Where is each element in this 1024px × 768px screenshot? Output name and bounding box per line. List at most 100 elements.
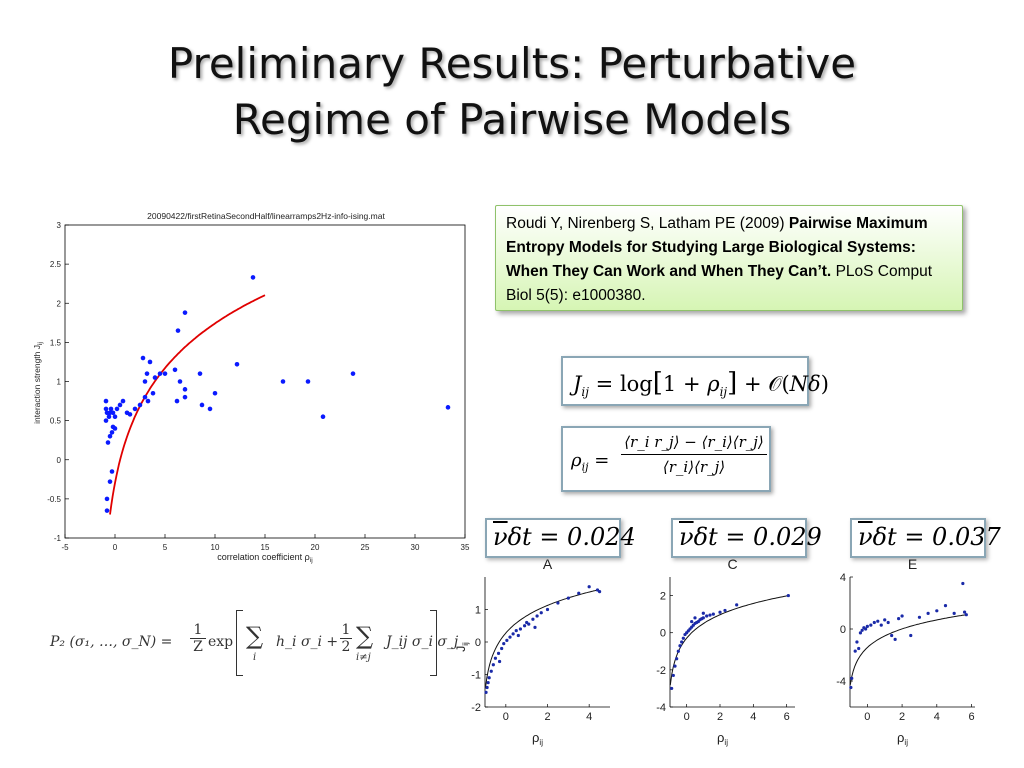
y-tick-label: -1	[471, 670, 481, 682]
y-axis-label: interaction strength Jij	[32, 342, 44, 424]
y-tick-label: 3	[57, 221, 62, 230]
data-point	[508, 635, 512, 639]
y-tick-label: 0	[475, 637, 481, 649]
data-point	[107, 433, 113, 439]
x-tick-label: 0	[684, 711, 690, 723]
data-point	[485, 685, 489, 690]
nu-dt-A: νδt = 0.024	[485, 518, 636, 558]
data-point	[876, 619, 880, 623]
data-point	[199, 402, 205, 408]
data-point	[140, 355, 146, 361]
data-point	[670, 686, 674, 691]
data-point	[864, 627, 868, 631]
y-tick-label: 1.5	[50, 338, 62, 347]
data-point	[539, 611, 543, 615]
data-point	[518, 627, 523, 631]
data-point	[496, 651, 501, 655]
panel-label: A	[543, 556, 553, 572]
data-point	[926, 611, 930, 615]
data-point	[909, 633, 913, 638]
data-point	[103, 418, 109, 423]
x-tick-label: 4	[750, 711, 756, 723]
data-point	[486, 681, 490, 685]
y-tick-label: 0.5	[50, 417, 62, 426]
x-tick-label: 20	[311, 543, 320, 552]
y-tick-label: -4	[836, 676, 846, 688]
data-point	[952, 611, 956, 615]
data-point	[497, 659, 502, 664]
correlation-equation: ρij = ⟨r_i r_j⟩ − ⟨r_i⟩⟨r_j⟩ ⟨r_i⟩⟨r_j⟩	[561, 426, 771, 492]
data-point	[103, 398, 109, 404]
data-point	[701, 611, 705, 615]
data-point	[212, 390, 218, 396]
data-point	[786, 593, 790, 598]
y-tick-label: 2	[57, 299, 62, 308]
fit-curve	[484, 589, 599, 689]
data-point	[144, 371, 150, 376]
data-point	[525, 620, 529, 625]
data-point	[117, 402, 123, 408]
data-point	[112, 414, 118, 420]
x-tick-label: 25	[361, 543, 370, 552]
y-tick-label: 0	[660, 628, 666, 640]
data-point	[943, 604, 948, 608]
correlation-denominator: ⟨r_i⟩⟨r_j⟩	[662, 458, 726, 476]
data-point	[112, 426, 118, 431]
y-tick-label: 1	[57, 378, 62, 387]
data-point	[853, 649, 857, 653]
data-point	[197, 371, 203, 376]
data-point	[489, 669, 493, 673]
data-point	[857, 646, 861, 651]
data-point	[869, 623, 873, 627]
x-tick-label: 2	[899, 711, 905, 723]
x-tick-label: 4	[586, 711, 592, 723]
data-point	[157, 371, 163, 376]
data-point	[142, 379, 148, 384]
x-axis-label: ρij	[532, 730, 543, 747]
data-point	[108, 406, 114, 412]
data-point	[893, 637, 897, 641]
data-point	[962, 610, 967, 614]
y-tick-label: 2	[660, 591, 666, 603]
data-point	[182, 387, 188, 392]
data-point	[556, 601, 560, 605]
data-point	[445, 405, 451, 410]
panel-label: C	[727, 556, 737, 572]
y-tick-label: 2.5	[50, 260, 62, 269]
x-tick-label: -5	[61, 543, 69, 552]
data-point	[174, 398, 180, 404]
data-point	[671, 673, 675, 678]
data-point	[137, 402, 143, 408]
x-tick-label: 4	[934, 711, 940, 723]
data-point	[566, 596, 570, 600]
data-point	[175, 328, 181, 333]
data-point	[320, 414, 326, 420]
x-tick-label: 35	[461, 543, 470, 552]
data-point	[705, 614, 709, 618]
coupling-equation: Jij = log[1 + ρij] + 𝒪(Nδ)	[561, 356, 829, 406]
data-point	[680, 640, 684, 644]
data-point	[676, 649, 680, 653]
x-tick-label: 0	[864, 711, 870, 723]
x-tick-label: 15	[261, 543, 270, 552]
data-point	[900, 614, 904, 618]
data-point	[500, 646, 504, 651]
data-point	[487, 676, 491, 680]
main-scatter-chart: 20090422/firstRetinaSecondHalf/linearram…	[32, 211, 470, 564]
data-point	[587, 585, 591, 589]
x-tick-label: 6	[968, 711, 974, 723]
data-point	[105, 440, 111, 445]
data-point	[511, 632, 515, 636]
data-point	[484, 690, 488, 694]
data-point	[577, 591, 581, 595]
data-point	[182, 394, 188, 400]
y-tick-label: -2	[471, 702, 481, 714]
nu-dt-C: νδt = 0.029	[671, 518, 822, 558]
data-point	[917, 615, 922, 619]
data-point	[516, 633, 520, 638]
x-axis-label: ρij	[897, 730, 908, 747]
data-point	[114, 406, 120, 412]
y-tick-label: -4	[656, 702, 666, 714]
data-point	[120, 398, 126, 404]
data-point	[107, 479, 113, 484]
